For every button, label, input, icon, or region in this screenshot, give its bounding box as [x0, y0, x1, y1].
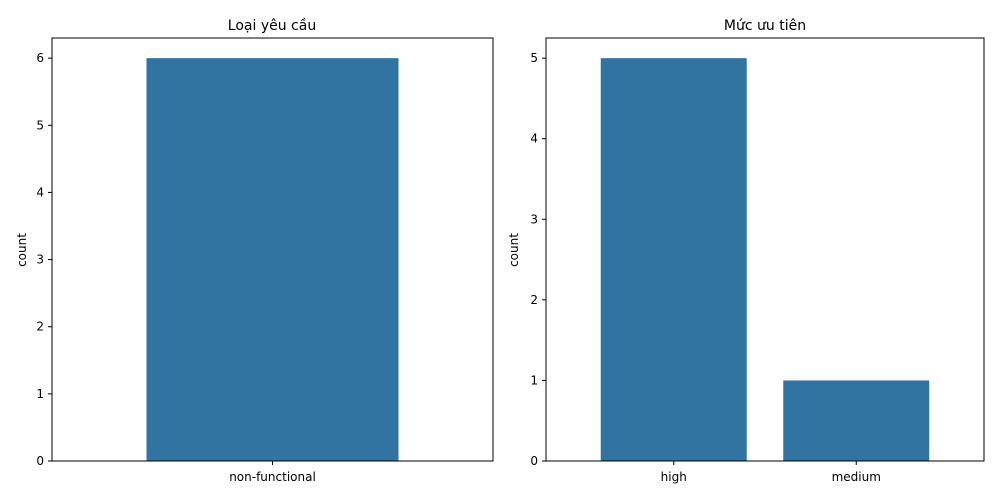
plot-frame — [51, 37, 494, 462]
x-axis-ticks: high medium — [661, 461, 881, 484]
y-axis-label: count — [15, 233, 29, 267]
y-axis-label: count — [507, 233, 521, 267]
y-tick-label: 4 — [530, 132, 538, 146]
bar-high — [600, 58, 747, 461]
chart-title: Mức ưu tiên — [724, 18, 806, 34]
y-tick-label: 5 — [36, 118, 44, 132]
plot-frame — [545, 37, 985, 462]
y-tick-label: 3 — [530, 212, 538, 226]
y-tick-label: 3 — [36, 253, 44, 267]
bar-medium — [783, 380, 930, 461]
bar-group — [146, 58, 399, 461]
y-tick-label: 0 — [530, 454, 538, 468]
y-tick-label: 5 — [530, 51, 538, 65]
chart-panel-priority: Mức ưu tiên count 0 1 2 3 4 5 high medium — [507, 18, 985, 484]
y-axis-ticks: 0 1 2 3 4 5 6 — [36, 51, 52, 468]
bar-group — [600, 58, 930, 461]
y-tick-label: 2 — [36, 320, 44, 334]
y-axis-ticks: 0 1 2 3 4 5 — [530, 51, 546, 468]
y-tick-label: 6 — [36, 51, 44, 65]
y-tick-label: 0 — [36, 454, 44, 468]
x-axis-ticks: non-functional — [229, 461, 316, 484]
x-tick-label: medium — [832, 470, 881, 484]
bar-non-functional — [146, 58, 399, 461]
y-tick-label: 2 — [530, 293, 538, 307]
x-tick-label: non-functional — [229, 470, 316, 484]
chart-panel-request-type: Loại yêu cầu count 0 1 2 3 4 5 6 non-functiona… — [15, 18, 494, 484]
y-tick-label: 1 — [36, 387, 44, 401]
x-tick-label: high — [661, 470, 687, 484]
y-tick-label: 1 — [530, 373, 538, 387]
y-tick-label: 4 — [36, 185, 44, 199]
chart-title: Loại yêu cầu — [228, 18, 316, 34]
